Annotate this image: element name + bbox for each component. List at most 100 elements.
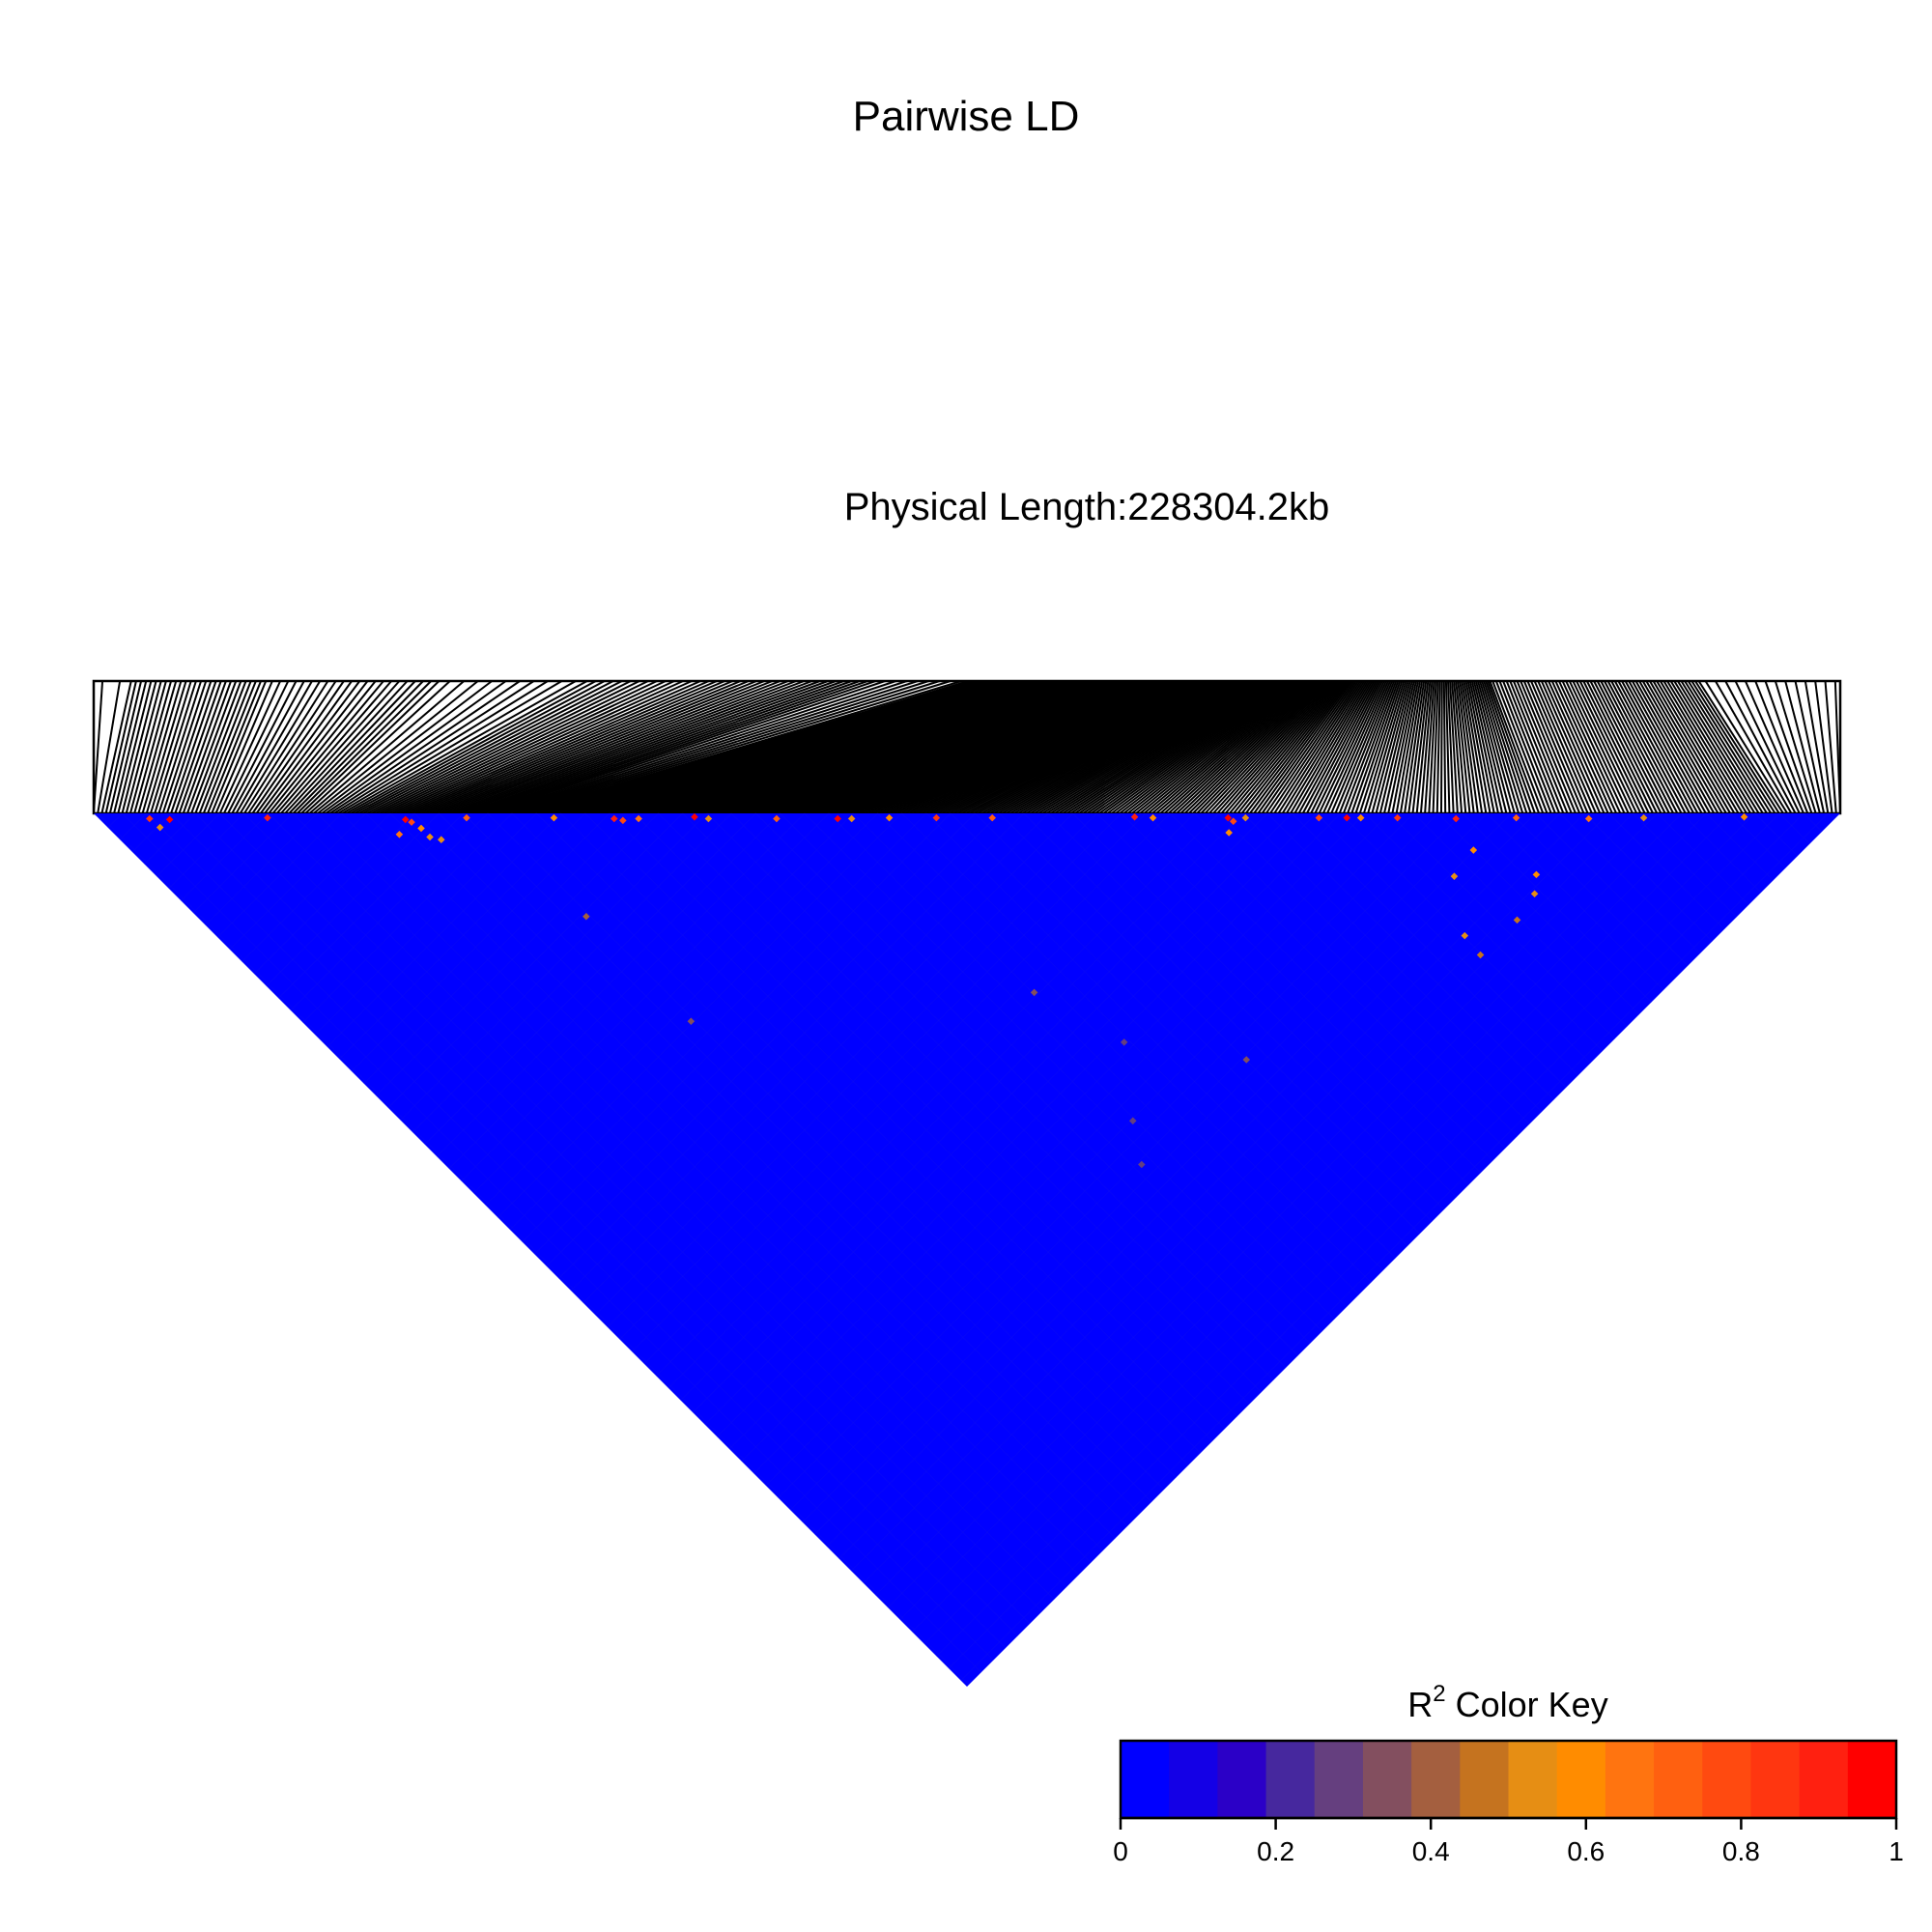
ld-cell — [834, 814, 841, 823]
snp-connector-line — [108, 680, 143, 814]
triangle-grid-line — [1828, 812, 1835, 820]
snp-connector-line — [297, 680, 432, 814]
snp-connector-line — [1290, 680, 1370, 814]
snp-connector-line — [992, 680, 1239, 814]
snp-connector-line — [1565, 680, 1630, 814]
snp-connector-line — [1167, 680, 1315, 814]
snp-connector-line — [407, 680, 718, 814]
snp-connector-line — [1610, 680, 1683, 814]
snp-connector-line — [1062, 680, 1269, 814]
snp-connector-line — [1135, 680, 1301, 814]
snp-connector-line — [1502, 680, 1556, 814]
ld-cell — [988, 813, 997, 822]
snp-connector-line — [1350, 680, 1400, 814]
triangle-grid-line — [1754, 812, 1799, 857]
ld-cell — [438, 836, 445, 843]
triangle-grid-line — [852, 812, 1348, 1308]
triangle-grid-line — [680, 812, 1268, 1401]
triangle-grid-line — [1437, 812, 1640, 1015]
snp-connector-line — [720, 680, 1109, 814]
triangle-grid-line — [850, 812, 1609, 1572]
snp-connector-line — [93, 680, 104, 814]
snp-connector-line — [1652, 680, 1732, 814]
snp-connector-line — [202, 680, 257, 814]
triangle-grid-line — [389, 812, 1116, 1539]
triangle-grid-line — [327, 812, 561, 1048]
snp-connector-line — [1596, 680, 1666, 814]
ld-cell — [1476, 951, 1485, 959]
triangle-grid-line — [633, 812, 1237, 1417]
triangle-grid-line — [413, 812, 1128, 1527]
snp-connector-line — [679, 680, 1080, 814]
snp-connector-line — [1183, 680, 1321, 814]
snp-connector-line — [259, 680, 361, 814]
snp-connector-line — [1470, 680, 1504, 814]
triangle-grid-line — [229, 812, 367, 951]
triangle-grid-line — [290, 812, 489, 1011]
snp-connector-line — [663, 680, 1068, 814]
snp-connector-line — [716, 680, 1106, 814]
triangle-grid-line — [813, 812, 1537, 1535]
ld-cell — [619, 816, 627, 825]
snp-connector-line — [1321, 680, 1385, 814]
snp-connector-line — [178, 680, 227, 814]
color-key-title-superscript: 2 — [1433, 1681, 1445, 1707]
snp-connector-line — [1662, 680, 1744, 814]
snp-connector-line — [1606, 680, 1679, 814]
snp-connector-line — [1522, 680, 1581, 814]
triangle-grid-line — [692, 812, 1293, 1413]
snp-connector-line — [97, 680, 122, 814]
triangle-grid-line — [268, 812, 1055, 1600]
triangle-grid-line — [753, 812, 1414, 1474]
color-key-title: R2 Color Key — [1407, 1681, 1607, 1724]
ld-cell — [687, 1017, 696, 1026]
snp-connector-line — [275, 680, 392, 814]
ld-cell — [264, 813, 271, 822]
snp-connector-line — [1466, 680, 1495, 814]
snp-connector-line — [1419, 680, 1434, 814]
snp-connector-line — [1204, 680, 1330, 814]
snp-connector-line — [1641, 680, 1719, 814]
triangle-grid-line — [582, 812, 1073, 1304]
snp-connector-line — [345, 680, 588, 814]
snp-connector-line — [1656, 680, 1736, 814]
ld-cell — [426, 833, 434, 841]
triangle-grid-line — [1194, 812, 1519, 1137]
snp-connector-line — [1451, 680, 1463, 814]
triangle-grid-line — [1633, 812, 1738, 918]
triangle-grid-line — [1486, 812, 1664, 991]
snp-connector-line — [988, 680, 1237, 814]
snp-connector-line — [1208, 680, 1332, 814]
snp-connector-line — [1045, 680, 1263, 814]
snp-connector-line — [1589, 680, 1659, 814]
triangle-grid-line — [877, 812, 1360, 1295]
snp-connector-line — [1216, 680, 1336, 814]
snp-connector-line — [1533, 680, 1593, 814]
triangle-grid-line — [1511, 812, 1677, 979]
color-key-swatch — [1411, 1741, 1461, 1818]
snp-connector-line — [304, 680, 451, 814]
ld-cell — [1740, 812, 1748, 821]
triangle-grid-line — [243, 812, 1043, 1612]
snp-connector-line — [1273, 680, 1361, 814]
snp-connector-line — [1457, 680, 1475, 814]
snp-connector-line — [1572, 680, 1638, 814]
color-key-swatch — [1217, 1741, 1267, 1818]
snp-connector-line — [128, 680, 167, 814]
snp-connector-line — [1115, 680, 1292, 814]
snp-connector-line — [418, 680, 742, 814]
snp-connector-line — [317, 680, 493, 814]
snp-connector-line — [468, 680, 837, 814]
snp-connector-line — [1102, 680, 1287, 814]
color-key-swatch — [1750, 1741, 1801, 1818]
snp-connector-line — [671, 680, 1074, 814]
triangle-grid-line — [1316, 812, 1579, 1076]
snp-connector-line — [194, 680, 247, 814]
snp-connector-line — [675, 680, 1077, 814]
snp-connector-line — [1017, 680, 1250, 814]
snp-connector-line — [972, 680, 1231, 814]
snp-connector-line — [984, 680, 1236, 814]
triangle-grid-line — [828, 812, 1335, 1320]
color-key-swatch — [1314, 1741, 1364, 1818]
snp-connector-line — [1342, 680, 1396, 814]
